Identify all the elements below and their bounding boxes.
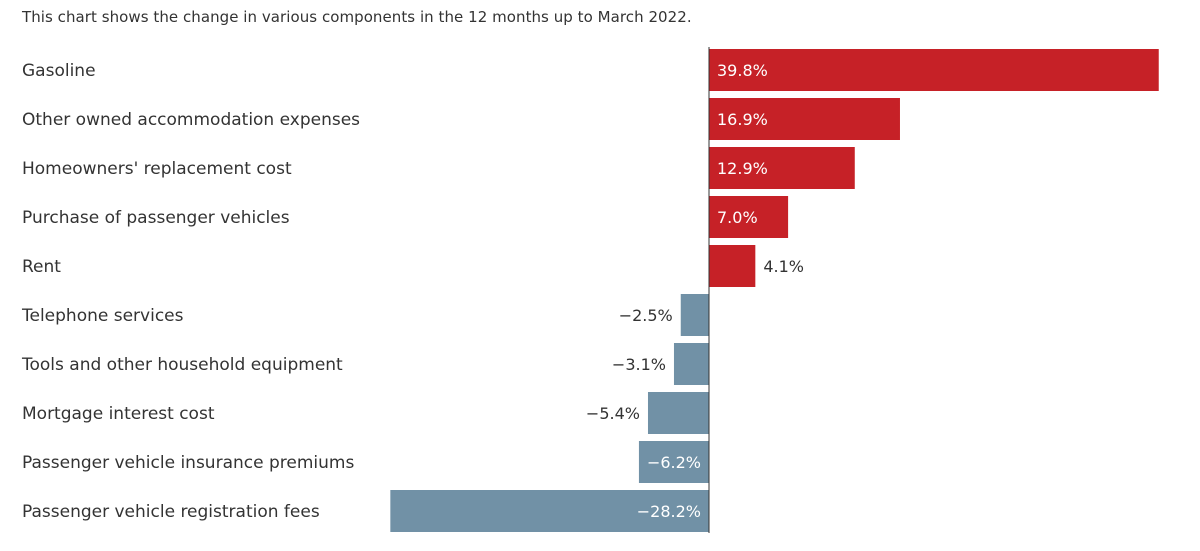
value-label: 7.0%	[717, 208, 758, 227]
bar	[647, 392, 709, 434]
bar	[673, 343, 709, 385]
value-label: 12.9%	[717, 159, 768, 178]
value-label: 16.9%	[717, 110, 768, 129]
bar	[680, 294, 709, 336]
bar	[709, 147, 855, 189]
category-label: Gasoline	[22, 61, 96, 81]
value-label: −2.5%	[619, 306, 673, 325]
value-label: 4.1%	[763, 257, 804, 276]
category-label: Passenger vehicle registration fees	[22, 502, 320, 522]
category-label: Rent	[22, 257, 61, 277]
category-label: Tools and other household equipment	[21, 355, 343, 375]
bar	[390, 490, 709, 532]
bar	[709, 245, 756, 287]
category-label: Homeowners' replacement cost	[22, 159, 292, 179]
category-label: Purchase of passenger vehicles	[22, 208, 290, 228]
category-label: Telephone services	[21, 306, 184, 326]
category-label: Other owned accommodation expenses	[22, 110, 360, 130]
labels-layer: Gasoline 39.8% Other owned accommodation e…	[21, 61, 804, 522]
value-label: −5.4%	[586, 404, 640, 423]
category-label: Mortgage interest cost	[22, 404, 215, 424]
bars-layer	[390, 49, 1159, 532]
bar	[709, 196, 789, 238]
chart-subtitle: This chart shows the change in various c…	[22, 8, 692, 26]
category-label: Passenger vehicle insurance premiums	[22, 453, 354, 473]
bar	[709, 98, 900, 140]
value-label: −3.1%	[612, 355, 666, 374]
value-label: 39.8%	[717, 61, 768, 80]
value-label: −28.2%	[637, 502, 701, 521]
value-label: −6.2%	[647, 453, 701, 472]
bar	[709, 49, 1159, 91]
bar	[638, 441, 709, 483]
